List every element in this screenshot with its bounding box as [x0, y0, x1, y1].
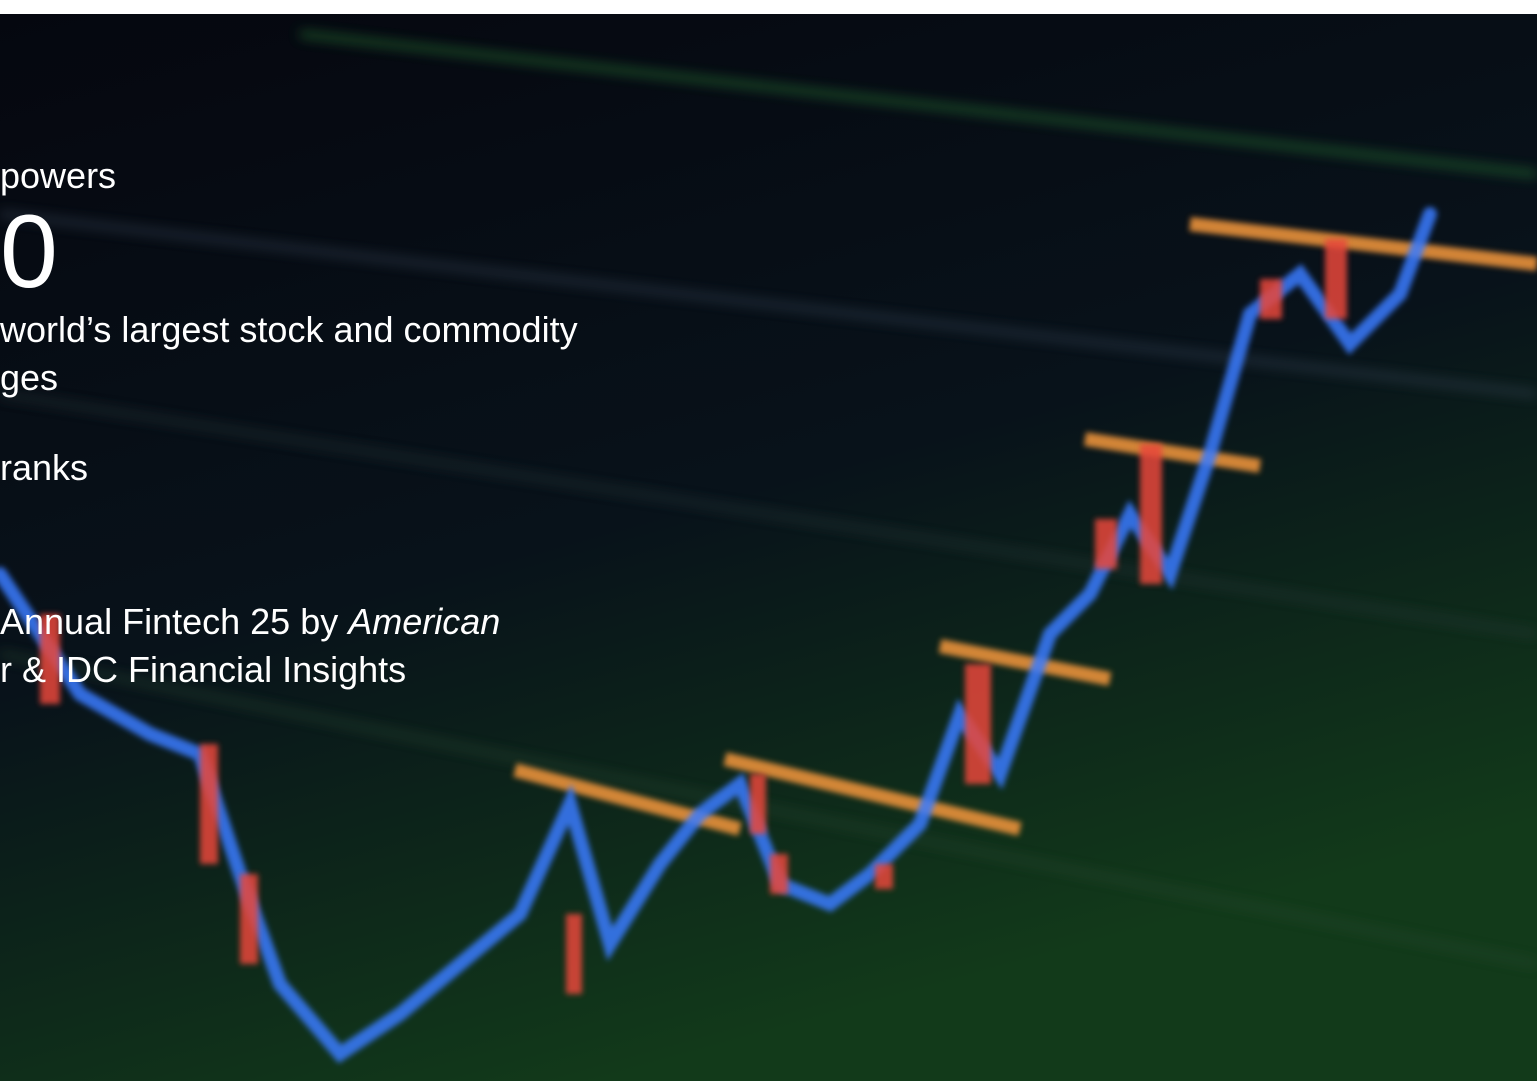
publication: American [348, 601, 500, 642]
background-image [0, 14, 1537, 1081]
stat-description: Annual Fintech 25 by American [0, 598, 500, 646]
stat-description: world’s largest stock and commodity [0, 306, 578, 354]
stat-description: r & IDC Financial Insights [0, 646, 406, 694]
stat-label: powers [0, 152, 116, 200]
text: Annual Fintech 25 by [0, 601, 348, 642]
page: powers 0 world’s largest stock and commo… [0, 0, 1537, 1081]
stat-description: ges [0, 354, 58, 402]
stat-value: 0 [0, 200, 58, 304]
stat-label: ranks [0, 444, 88, 492]
